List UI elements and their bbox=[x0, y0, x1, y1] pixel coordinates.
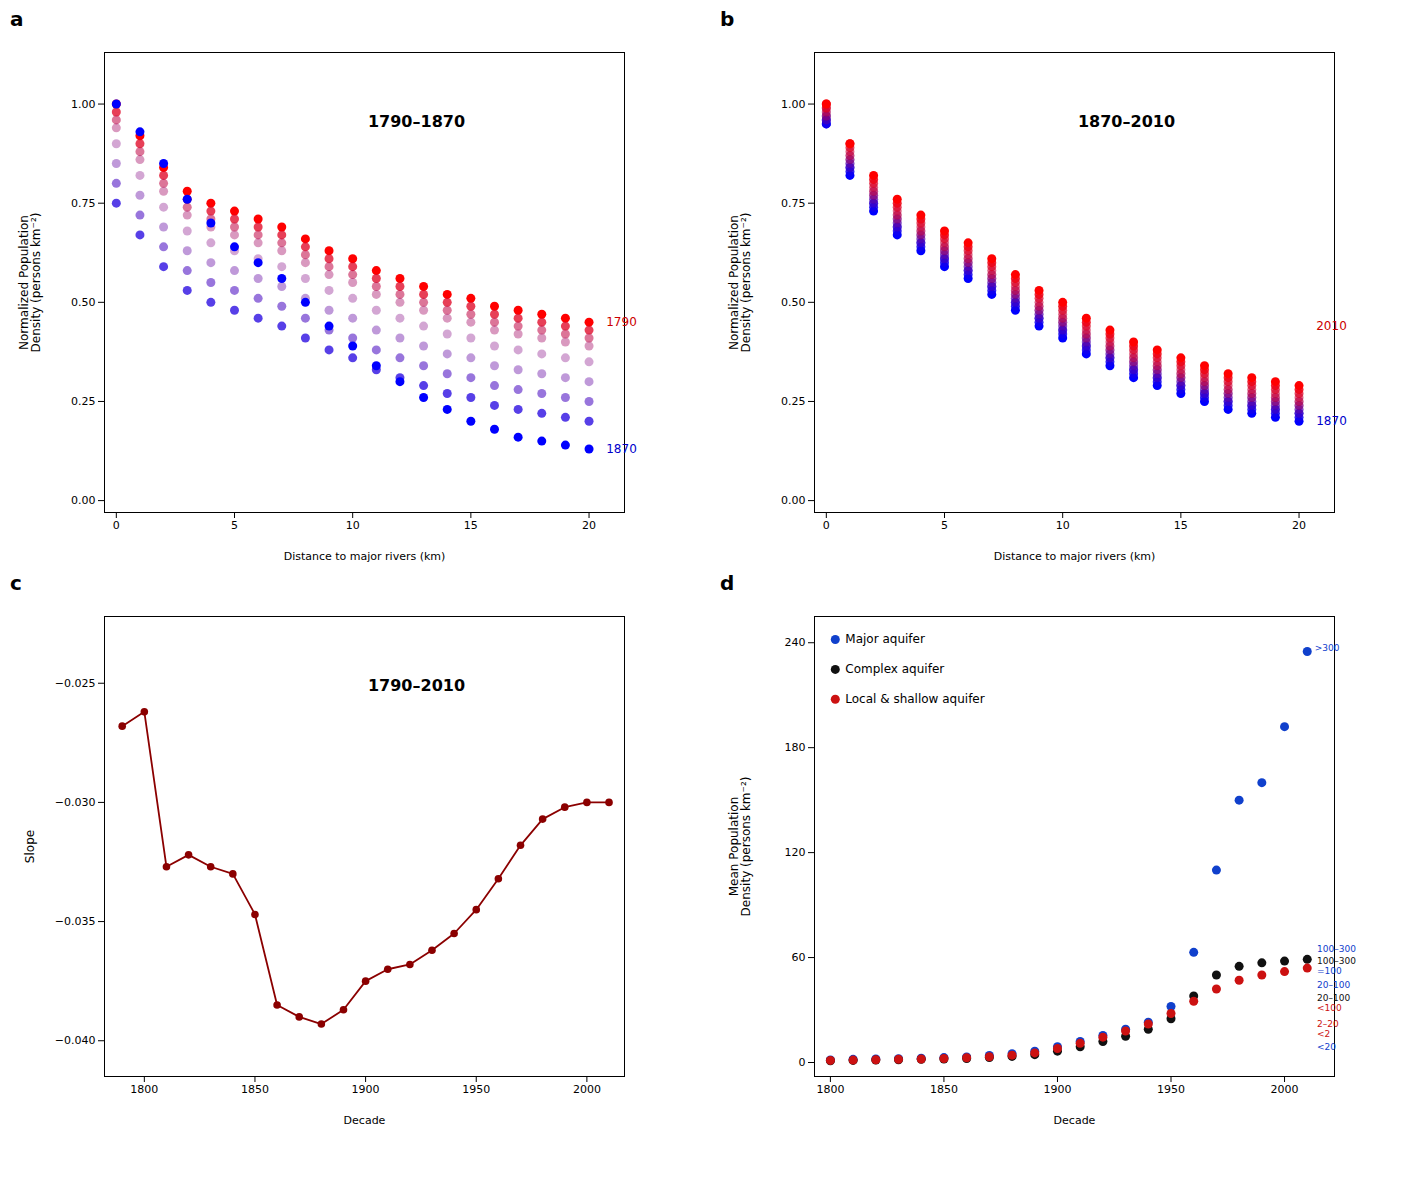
svg-text:Mean PopulationDensity (person: Mean PopulationDensity (persons km⁻²) bbox=[727, 777, 753, 917]
svg-text:10: 10 bbox=[346, 519, 360, 532]
svg-text:20: 20 bbox=[582, 519, 596, 532]
svg-text:0: 0 bbox=[823, 519, 830, 532]
svg-text:1790–2010: 1790–2010 bbox=[368, 676, 465, 695]
svg-text:Decade: Decade bbox=[1054, 1114, 1096, 1127]
svg-text:Local & shallow aquifer: Local & shallow aquifer bbox=[845, 692, 984, 706]
svg-text:15: 15 bbox=[464, 519, 478, 532]
svg-text:10: 10 bbox=[1056, 519, 1070, 532]
svg-text:<20: <20 bbox=[1317, 1042, 1336, 1052]
svg-text:Complex aquifer: Complex aquifer bbox=[845, 662, 944, 676]
svg-text:2–20: 2–20 bbox=[1317, 1019, 1339, 1029]
svg-text:2010: 2010 bbox=[1316, 319, 1347, 333]
svg-text:0.50: 0.50 bbox=[781, 296, 806, 309]
svg-text:1850: 1850 bbox=[930, 1083, 958, 1096]
svg-text:1870–2010: 1870–2010 bbox=[1078, 112, 1175, 131]
svg-text:2000: 2000 bbox=[573, 1083, 601, 1096]
svg-text:>300: >300 bbox=[1315, 643, 1340, 653]
svg-text:1870: 1870 bbox=[606, 442, 637, 456]
svg-text:1800: 1800 bbox=[130, 1083, 158, 1096]
html-text:c: c bbox=[10, 571, 22, 595]
svg-text:1900: 1900 bbox=[352, 1083, 380, 1096]
svg-text:Major aquifer: Major aquifer bbox=[845, 632, 925, 646]
svg-text:120: 120 bbox=[785, 846, 806, 859]
svg-text:0.75: 0.75 bbox=[71, 197, 96, 210]
svg-text:2000: 2000 bbox=[1271, 1083, 1299, 1096]
svg-text:0.00: 0.00 bbox=[71, 494, 96, 507]
svg-text:−0.025: −0.025 bbox=[55, 677, 96, 690]
svg-text:180: 180 bbox=[785, 741, 806, 754]
svg-text:Decade: Decade bbox=[344, 1114, 386, 1127]
svg-text:0.00: 0.00 bbox=[781, 494, 806, 507]
svg-text:1870: 1870 bbox=[1316, 414, 1347, 428]
svg-text:−0.035: −0.035 bbox=[55, 915, 96, 928]
svg-text:<100: <100 bbox=[1317, 1003, 1342, 1013]
svg-text:1800: 1800 bbox=[816, 1083, 844, 1096]
svg-text:0.25: 0.25 bbox=[781, 395, 806, 408]
svg-text:0: 0 bbox=[799, 1056, 806, 1069]
svg-text:Normalized PopulationDensity (: Normalized PopulationDensity (persons km… bbox=[17, 213, 43, 353]
html-text:d: d bbox=[720, 571, 735, 595]
svg-text:0.50: 0.50 bbox=[71, 296, 96, 309]
svg-text:1950: 1950 bbox=[462, 1083, 490, 1096]
svg-text:20: 20 bbox=[1292, 519, 1306, 532]
svg-text:Normalized PopulationDensity (: Normalized PopulationDensity (persons km… bbox=[727, 213, 753, 353]
svg-text:1790–1870: 1790–1870 bbox=[368, 112, 465, 131]
svg-text:60: 60 bbox=[792, 951, 806, 964]
svg-text:1790: 1790 bbox=[606, 315, 637, 329]
svg-text:Distance to major rivers (km): Distance to major rivers (km) bbox=[994, 550, 1156, 563]
svg-text:240: 240 bbox=[785, 636, 806, 649]
svg-text:1850: 1850 bbox=[241, 1083, 269, 1096]
svg-text:20–100: 20–100 bbox=[1317, 980, 1350, 990]
svg-text:5: 5 bbox=[941, 519, 948, 532]
svg-text:Distance to major rivers (km): Distance to major rivers (km) bbox=[284, 550, 446, 563]
svg-text:100–300: 100–300 bbox=[1317, 944, 1356, 954]
svg-text:0.75: 0.75 bbox=[781, 197, 806, 210]
svg-text:Slope: Slope bbox=[23, 830, 37, 863]
svg-text:0: 0 bbox=[113, 519, 120, 532]
svg-text:100–300: 100–300 bbox=[1317, 956, 1356, 966]
svg-text:5: 5 bbox=[231, 519, 238, 532]
svg-text:1.00: 1.00 bbox=[71, 98, 96, 111]
svg-text:1.00: 1.00 bbox=[781, 98, 806, 111]
svg-text:20–100: 20–100 bbox=[1317, 993, 1350, 1003]
svg-text:=100: =100 bbox=[1317, 966, 1342, 976]
svg-text:−0.030: −0.030 bbox=[55, 796, 96, 809]
svg-text:1900: 1900 bbox=[1043, 1083, 1071, 1096]
svg-text:15: 15 bbox=[1174, 519, 1188, 532]
html-text:a: a bbox=[10, 7, 24, 31]
svg-text:<2: <2 bbox=[1317, 1029, 1330, 1039]
svg-text:0.25: 0.25 bbox=[71, 395, 96, 408]
svg-text:−0.040: −0.040 bbox=[55, 1034, 96, 1047]
html-text:b: b bbox=[720, 7, 735, 31]
svg-text:1950: 1950 bbox=[1157, 1083, 1185, 1096]
